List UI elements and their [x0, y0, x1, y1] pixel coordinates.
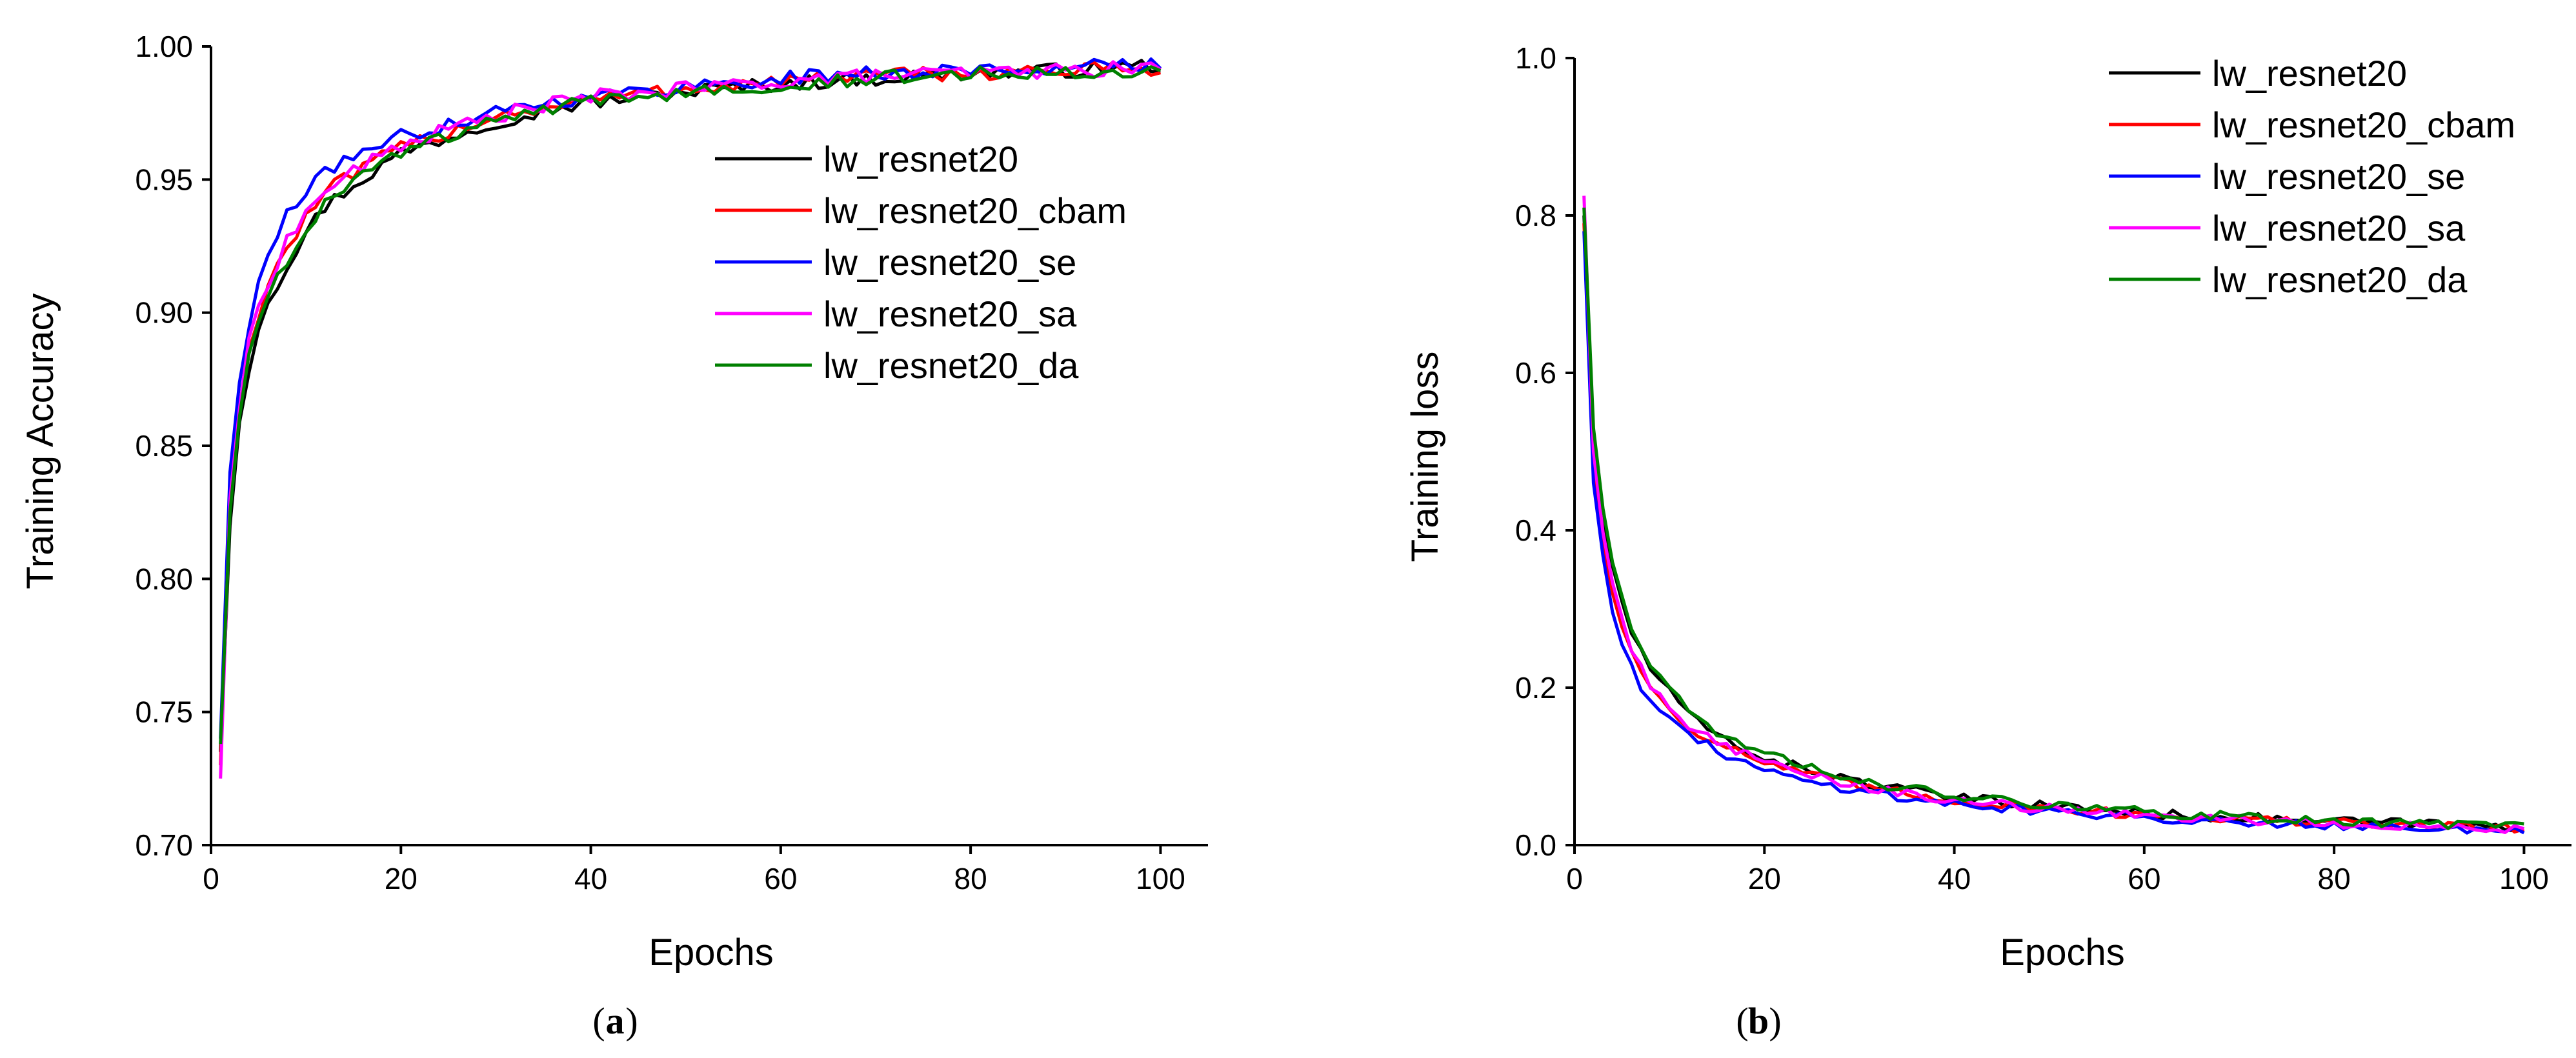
plot-area-a — [219, 57, 1162, 779]
legend-a: lw_resnet20 lw_resnet20_cbam lw_resnet20_s… — [715, 139, 1127, 386]
y-tick-label-b: 0.2 — [1515, 671, 1556, 704]
y-tick-label-a: 0.80 — [135, 562, 193, 595]
series-line-a-3 — [219, 57, 1162, 739]
x-tick-label-b: 80 — [2318, 862, 2351, 895]
x-tick-label-a: 60 — [764, 862, 797, 895]
chart-panel-a: 0 20 40 60 80 100 0.70 0.75 0.80 0.85 0.90 0.95 1.00… — [19, 30, 1208, 1042]
series-line-a-4 — [219, 60, 1162, 779]
x-tick-label-b: 60 — [2128, 862, 2160, 895]
chart-panel-b: 0 20 40 60 80 100 0.0 0.2 0.4 0.6 0.8 1.0 lw_resnet… — [1404, 41, 2571, 1042]
x-tick-label-a: 40 — [574, 862, 607, 895]
y-tick-label-a: 0.70 — [135, 828, 193, 862]
series-line-a-2 — [219, 60, 1162, 766]
legend-label-b-2: lw_resnet20_cbam — [2212, 105, 2515, 145]
caption-a-close: ) — [625, 1000, 638, 1042]
y-axis-title-b: Training loss — [1404, 352, 1446, 563]
y-tick-label-a: 0.95 — [135, 163, 193, 196]
ticks-b: 0 20 40 60 80 100 0.0 0.2 0.4 0.6 0.8 1.0 — [1515, 41, 2549, 895]
legend-label-b-5: lw_resnet20_da — [2212, 259, 2468, 300]
legend-label-a-1: lw_resnet20 — [823, 139, 1018, 179]
caption-a-letter: a — [606, 1000, 625, 1042]
axes-b — [1573, 58, 2571, 846]
legend-label-b-1: lw_resnet20 — [2212, 53, 2407, 94]
caption-a: ( a ) — [592, 1000, 638, 1042]
caption-a-open: ( — [592, 1000, 605, 1042]
y-tick-label-a: 0.90 — [135, 296, 193, 330]
x-tick-label-b: 0 — [1566, 862, 1583, 895]
legend-label-a-2: lw_resnet20_cbam — [823, 190, 1127, 231]
legend-label-a-5: lw_resnet20_da — [823, 345, 1079, 386]
legend-label-a-4: lw_resnet20_sa — [823, 294, 1077, 334]
legend-b: lw_resnet20 lw_resnet20_cbam lw_resnet20_s… — [2109, 53, 2515, 300]
legend-label-a-3: lw_resnet20_se — [823, 242, 1076, 283]
series-line-b-2 — [1582, 223, 2525, 834]
y-tick-label-b: 0.8 — [1515, 199, 1556, 232]
y-tick-label-a: 0.85 — [135, 429, 193, 463]
x-tick-label-b: 20 — [1748, 862, 1781, 895]
caption-b-close: ) — [1769, 1000, 1781, 1042]
x-axis-title-a: Epochs — [649, 932, 773, 973]
y-tick-label-b: 0.0 — [1515, 828, 1556, 862]
series-line-a-5 — [219, 65, 1162, 744]
x-tick-label-b: 100 — [2499, 862, 2549, 895]
y-tick-label-b: 1.0 — [1515, 41, 1556, 75]
caption-b: ( b ) — [1736, 1000, 1781, 1042]
legend-label-b-3: lw_resnet20_se — [2212, 156, 2465, 197]
ticks-a: 0 20 40 60 80 100 0.70 0.75 0.80 0.85 0.90 0.95 1.00 — [135, 30, 1185, 895]
x-tick-label-b: 40 — [1938, 862, 1971, 895]
y-tick-label-b: 0.6 — [1515, 356, 1556, 390]
caption-b-open: ( — [1736, 1000, 1748, 1042]
y-tick-label-a: 0.75 — [135, 695, 193, 729]
x-tick-label-a: 20 — [385, 862, 418, 895]
plot-area-b — [1582, 195, 2525, 835]
x-tick-label-a: 100 — [1136, 862, 1185, 895]
x-axis-title-b: Epochs — [2000, 932, 2124, 973]
x-tick-label-a: 80 — [954, 862, 987, 895]
series-line-b-1 — [1582, 215, 2524, 833]
series-line-b-5 — [1582, 207, 2524, 830]
caption-b-letter: b — [1748, 1000, 1769, 1042]
y-tick-label-a: 1.00 — [135, 30, 193, 63]
legend-label-b-4: lw_resnet20_sa — [2212, 208, 2466, 248]
y-tick-label-b: 0.4 — [1515, 514, 1556, 547]
y-axis-title-a: Training Accuracy — [19, 294, 61, 590]
x-tick-label-a: 0 — [203, 862, 219, 895]
